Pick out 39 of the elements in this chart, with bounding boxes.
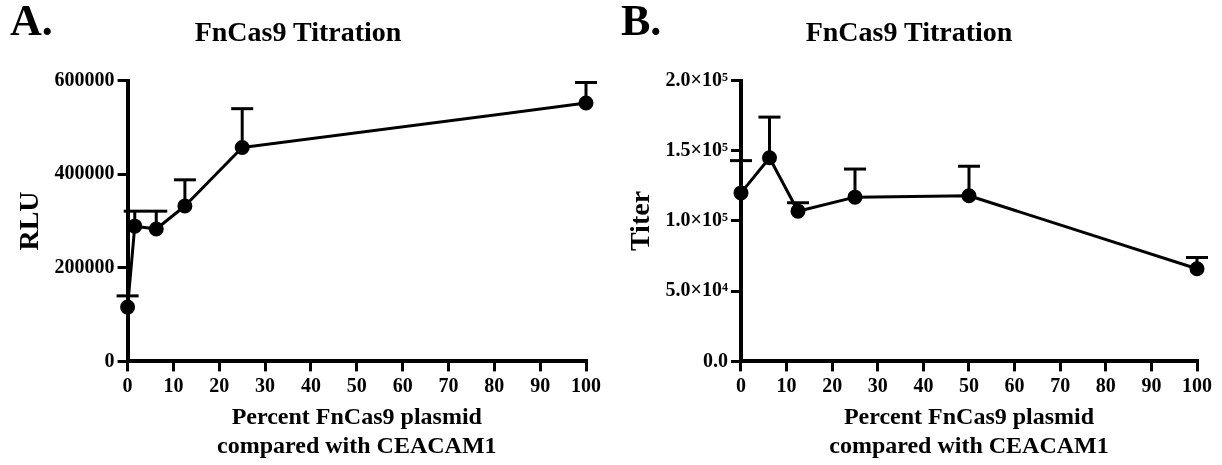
y-tick-label: 200000 [54,254,115,277]
x-tick-label: 10 [776,373,797,396]
text: B. [621,0,662,46]
x-tick-label: 90 [530,373,551,396]
y-tick-label: 2.0×10⁵ [665,67,728,90]
x-tick-label: 90 [1141,373,1162,396]
y-tick-label: 0.0 [702,348,728,371]
x-tick-label: 10 [163,373,184,396]
x-tick-label: 50 [959,373,979,396]
x-axis-title: Percent FnCas9 plasmid compared with CEACAM1 [829,403,1109,458]
y-axis-title: RLU [13,191,45,251]
y-tick-label: 400000 [54,161,115,184]
x-tick-label: 100 [571,373,601,396]
x-tick-label: 0 [122,373,133,396]
x-tick-label: 80 [484,373,505,396]
x-tick-label: 20 [822,373,843,396]
x-tick-label: 80 [1095,373,1116,396]
x-tick-label: 20 [209,373,230,396]
x-tick-label: 40 [913,373,934,396]
x-tick-label: 0 [735,373,746,396]
x-tick-label: 70 [1050,373,1071,396]
x-tick-label: 60 [392,373,413,396]
y-axis-title: Titer [624,190,656,252]
x-tick-label: 100 [1182,373,1212,396]
y-tick-label: 0 [104,348,115,371]
x-tick-label: 50 [346,373,367,396]
y-tick-label: 1.5×10⁵ [665,137,728,160]
x-tick-label: 70 [438,373,459,396]
chart-title: FnCas9 Titration [805,16,1013,48]
chart-title: FnCas9 Titration [194,16,402,48]
text: A. [10,0,53,46]
x-tick-label: 30 [867,373,888,396]
x-axis-title: Percent FnCas9 plasmid compared with CEACAM1 [217,403,497,458]
y-tick-label: 1.0×10⁵ [665,208,728,231]
y-tick-label: 600000 [54,67,115,90]
y-tick-label: 5.0×10⁴ [665,278,728,301]
x-tick-label: 60 [1004,373,1025,396]
x-tick-label: 40 [300,373,321,396]
x-tick-label: 30 [255,373,276,396]
